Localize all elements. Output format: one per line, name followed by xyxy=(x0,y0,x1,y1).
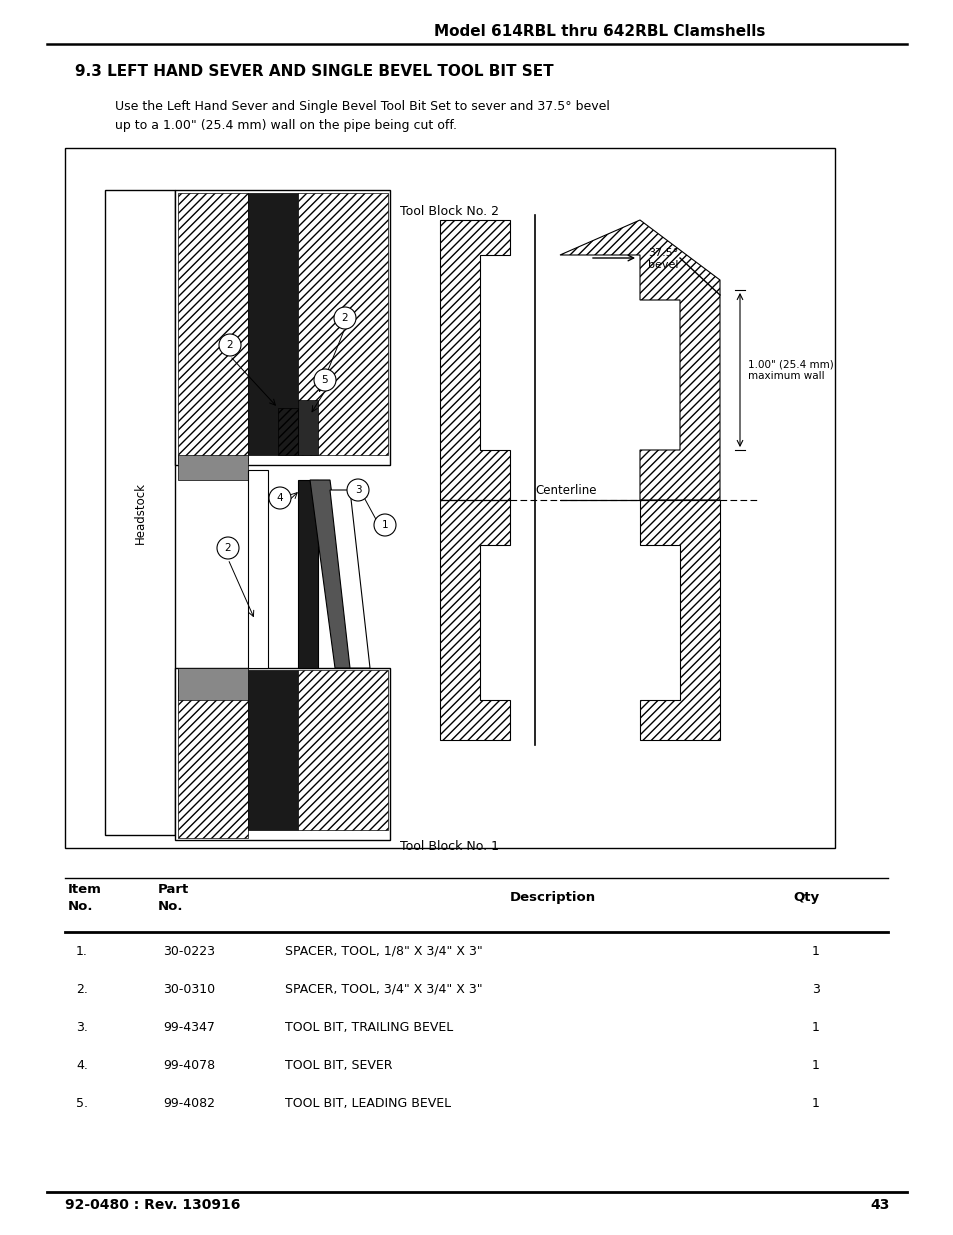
Text: Headstock: Headstock xyxy=(133,482,147,543)
Text: 37.5°
bevel: 37.5° bevel xyxy=(647,248,678,269)
Text: 1: 1 xyxy=(811,945,820,958)
Bar xyxy=(65,148,834,848)
Text: 2: 2 xyxy=(225,543,231,553)
Text: 3: 3 xyxy=(811,983,820,995)
Text: 30-0223: 30-0223 xyxy=(163,945,214,958)
Text: 99-4082: 99-4082 xyxy=(163,1097,214,1110)
Text: 92-0480 : Rev. 130916: 92-0480 : Rev. 130916 xyxy=(65,1198,240,1212)
Text: 2: 2 xyxy=(341,312,348,324)
Text: 1: 1 xyxy=(381,520,388,530)
Text: SPACER, TOOL, 3/4" X 3/4" X 3": SPACER, TOOL, 3/4" X 3/4" X 3" xyxy=(285,983,482,995)
Circle shape xyxy=(334,308,355,329)
Text: 1: 1 xyxy=(811,1058,820,1072)
Text: 5: 5 xyxy=(321,375,328,385)
Circle shape xyxy=(347,479,369,501)
Text: TOOL BIT, SEVER: TOOL BIT, SEVER xyxy=(285,1058,392,1072)
Text: 1: 1 xyxy=(811,1021,820,1034)
Polygon shape xyxy=(297,480,317,668)
Text: 3: 3 xyxy=(355,485,361,495)
Text: 1.: 1. xyxy=(76,945,88,958)
Text: Tool Block No. 1: Tool Block No. 1 xyxy=(399,840,498,853)
Circle shape xyxy=(269,487,291,509)
Bar xyxy=(248,193,297,454)
Bar xyxy=(178,193,248,463)
Text: Qty: Qty xyxy=(793,892,820,904)
Text: 3.: 3. xyxy=(76,1021,88,1034)
Text: 2.: 2. xyxy=(76,983,88,995)
Text: Centerline: Centerline xyxy=(535,484,596,496)
Bar xyxy=(178,671,248,839)
Text: 99-4078: 99-4078 xyxy=(163,1058,214,1072)
Polygon shape xyxy=(297,400,317,454)
Circle shape xyxy=(314,369,335,391)
Text: 2: 2 xyxy=(227,340,233,350)
Text: Part
No.: Part No. xyxy=(158,883,189,913)
Text: 1.00" (25.4 mm)
maximum wall: 1.00" (25.4 mm) maximum wall xyxy=(747,359,833,380)
Bar xyxy=(105,190,174,835)
Bar xyxy=(174,190,390,466)
Text: TOOL BIT, LEADING BEVEL: TOOL BIT, LEADING BEVEL xyxy=(285,1097,451,1110)
Polygon shape xyxy=(248,471,268,668)
Text: 9.3 LEFT HAND SEVER AND SINGLE BEVEL TOOL BIT SET: 9.3 LEFT HAND SEVER AND SINGLE BEVEL TOO… xyxy=(75,64,553,79)
Polygon shape xyxy=(310,480,355,668)
Bar xyxy=(178,454,248,480)
Text: Use the Left Hand Sever and Single Bevel Tool Bit Set to sever and 37.5° bevel
u: Use the Left Hand Sever and Single Bevel… xyxy=(115,100,609,132)
Text: 1: 1 xyxy=(811,1097,820,1110)
Text: 5.: 5. xyxy=(76,1097,88,1110)
Text: 4: 4 xyxy=(276,493,283,503)
Circle shape xyxy=(374,514,395,536)
Text: 30-0310: 30-0310 xyxy=(163,983,214,995)
Bar xyxy=(297,193,388,454)
Text: SPACER, TOOL, 1/8" X 3/4" X 3": SPACER, TOOL, 1/8" X 3/4" X 3" xyxy=(285,945,482,958)
Text: Description: Description xyxy=(509,892,595,904)
Text: 99-4347: 99-4347 xyxy=(163,1021,214,1034)
Polygon shape xyxy=(330,490,370,668)
Text: TOOL BIT, TRAILING BEVEL: TOOL BIT, TRAILING BEVEL xyxy=(285,1021,453,1034)
Bar xyxy=(178,668,248,700)
Text: 4.: 4. xyxy=(76,1058,88,1072)
Text: Item
No.: Item No. xyxy=(68,883,102,913)
Text: 43: 43 xyxy=(870,1198,889,1212)
Bar xyxy=(297,671,388,830)
Circle shape xyxy=(219,333,241,356)
Text: Tool Block No. 2: Tool Block No. 2 xyxy=(399,205,498,219)
Text: Model 614RBL thru 642RBL Clamshells: Model 614RBL thru 642RBL Clamshells xyxy=(434,25,765,40)
Bar xyxy=(174,668,390,840)
Circle shape xyxy=(216,537,239,559)
Bar xyxy=(248,671,297,830)
